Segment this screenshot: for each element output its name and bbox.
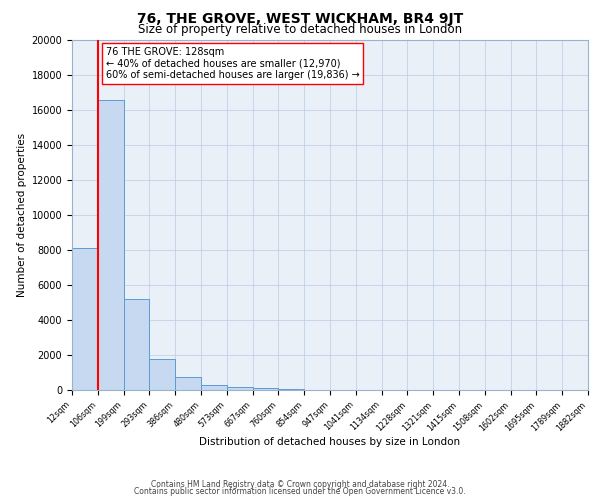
Bar: [149, 360, 175, 390]
Bar: [253, 388, 278, 390]
Bar: [72, 248, 98, 390]
Bar: [98, 100, 124, 390]
Text: Contains public sector information licensed under the Open Government Licence v3: Contains public sector information licen…: [134, 487, 466, 496]
Text: Size of property relative to detached houses in London: Size of property relative to detached ho…: [138, 22, 462, 36]
Y-axis label: Number of detached properties: Number of detached properties: [17, 133, 28, 297]
Bar: [201, 385, 227, 390]
Text: 76 THE GROVE: 128sqm
← 40% of detached houses are smaller (12,970)
60% of semi-d: 76 THE GROVE: 128sqm ← 40% of detached h…: [106, 47, 359, 80]
X-axis label: Distribution of detached houses by size in London: Distribution of detached houses by size …: [199, 437, 461, 447]
Bar: [278, 388, 304, 390]
Bar: [124, 299, 149, 390]
Text: 76, THE GROVE, WEST WICKHAM, BR4 9JT: 76, THE GROVE, WEST WICKHAM, BR4 9JT: [137, 12, 463, 26]
Bar: [175, 377, 201, 390]
Bar: [227, 386, 253, 390]
Text: Contains HM Land Registry data © Crown copyright and database right 2024.: Contains HM Land Registry data © Crown c…: [151, 480, 449, 489]
